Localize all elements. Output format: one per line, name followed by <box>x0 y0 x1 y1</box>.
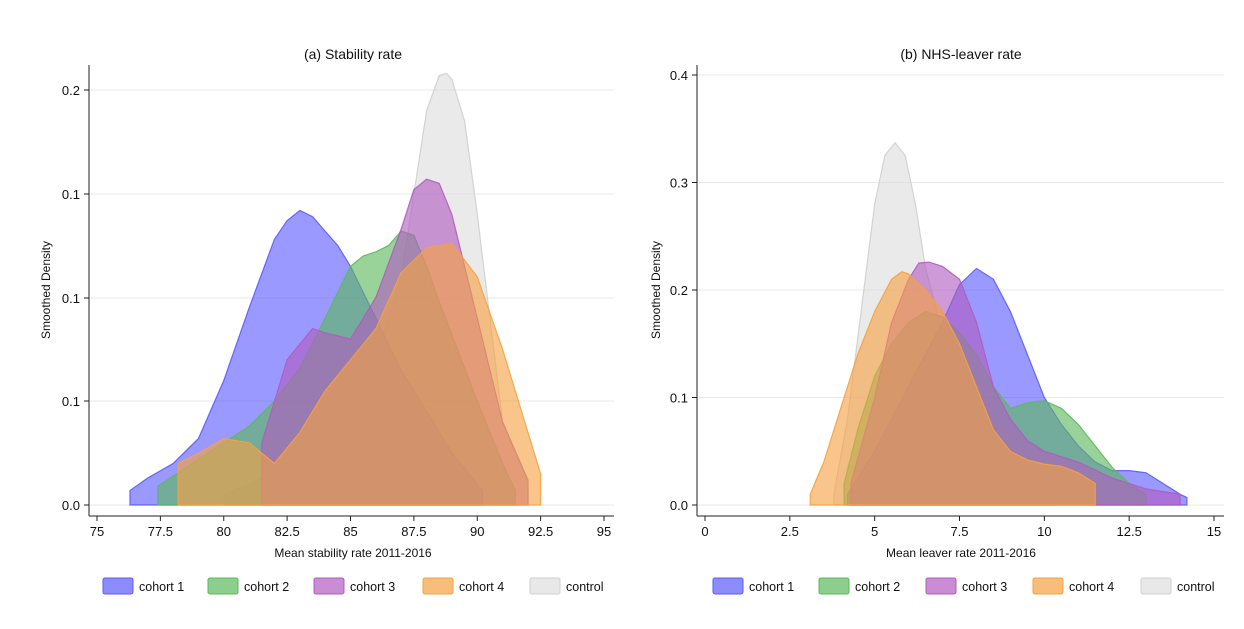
x-tick-label-stability-4: 85 <box>343 524 357 539</box>
legend-label-nhs-leaver-cohort-2: cohort 2 <box>855 580 900 594</box>
y-tick-label-stability-0: 0.0 <box>62 498 80 513</box>
panel-stability: (a) Stability rate Mean stability rate 2… <box>39 46 614 595</box>
x-tick-label-stability-0: 75 <box>90 524 104 539</box>
panel-title-nhs-leaver: (b) NHS-leaver rate <box>900 46 1022 62</box>
area-stability-cohort-4 <box>177 242 542 506</box>
y-tick-label-nhs-leaver-1: 0.1 <box>670 391 688 406</box>
y-tick-label-nhs-leaver-2: 0.2 <box>670 283 688 298</box>
legend-swatch-stability-control <box>529 577 561 595</box>
x-tick-label-nhs-leaver-4: 10 <box>1037 524 1051 539</box>
x-tick-label-nhs-leaver-1: 2.5 <box>781 524 799 539</box>
legend-label-nhs-leaver-control: control <box>1177 580 1215 594</box>
legend-label-stability-cohort-1: cohort 1 <box>139 580 184 594</box>
x-tick-label-stability-7: 92.5 <box>528 524 553 539</box>
y-tick-label-nhs-leaver-3: 0.3 <box>670 176 688 191</box>
x-axis-label-nhs-leaver: Mean leaver rate 2011-2016 <box>886 546 1036 560</box>
legend-stability: cohort 1 cohort 2 cohort 3 cohort 4 control <box>102 577 604 595</box>
x-tick-label-stability-2: 80 <box>217 524 231 539</box>
x-tick-label-stability-1: 77.5 <box>148 524 173 539</box>
legend-label-stability-cohort-3: cohort 3 <box>350 580 395 594</box>
legend-label-stability-cohort-2: cohort 2 <box>244 580 289 594</box>
y-tick-label-stability-3: 0.1 <box>62 187 80 202</box>
legend-swatch-stability-cohort-1 <box>102 577 134 595</box>
area-nhs-leaver-cohort-4 <box>809 271 1096 506</box>
y-tick-label-stability-4: 0.2 <box>62 83 80 98</box>
y-axis-label-stability: Smoothed Density <box>39 241 53 339</box>
panel-nhs-leaver: (b) NHS-leaver rate Mean leaver rate 201… <box>649 46 1224 595</box>
legend-swatch-nhs-leaver-cohort-4 <box>1032 577 1064 595</box>
legend-swatch-nhs-leaver-cohort-1 <box>712 577 744 595</box>
x-tick-label-stability-5: 87.5 <box>401 524 426 539</box>
legend-swatch-nhs-leaver-cohort-3 <box>925 577 957 595</box>
axes-nhs-leaver: 0 2.5 5 7.5 10 12.5 15 0.0 0.1 0.2 0.3 0.4 <box>670 65 1224 539</box>
density-areas-nhs-leaver <box>809 141 1188 506</box>
x-tick-label-nhs-leaver-2: 5 <box>871 524 878 539</box>
legend-label-nhs-leaver-cohort-3: cohort 3 <box>962 580 1007 594</box>
x-axis-label-stability: Mean stability rate 2011-2016 <box>274 546 432 560</box>
axes-stability: 75 77.5 80 82.5 85 87.5 90 92.5 95 0.0 0.1 0.1 0.1 0.… <box>62 65 614 539</box>
legend-swatch-stability-cohort-2 <box>207 577 239 595</box>
legend-label-nhs-leaver-cohort-4: cohort 4 <box>1069 580 1114 594</box>
y-tick-label-nhs-leaver-4: 0.4 <box>670 68 688 83</box>
x-tick-label-stability-8: 95 <box>597 524 611 539</box>
x-tick-label-nhs-leaver-5: 12.5 <box>1117 524 1142 539</box>
y-tick-label-stability-2: 0.1 <box>62 291 80 306</box>
legend-label-nhs-leaver-cohort-1: cohort 1 <box>749 580 794 594</box>
y-axis-label-nhs-leaver: Smoothed Density <box>649 241 663 339</box>
legend-swatch-stability-cohort-4 <box>422 577 454 595</box>
density-areas-stability <box>129 72 542 506</box>
legend-swatch-nhs-leaver-control <box>1140 577 1172 595</box>
legend-nhs-leaver: cohort 1 cohort 2 cohort 3 cohort 4 control <box>712 577 1215 595</box>
x-tick-label-nhs-leaver-6: 15 <box>1207 524 1221 539</box>
x-tick-label-nhs-leaver-3: 7.5 <box>950 524 968 539</box>
panel-title-stability: (a) Stability rate <box>304 46 402 62</box>
legend-label-stability-control: control <box>566 580 604 594</box>
x-tick-label-stability-3: 82.5 <box>274 524 299 539</box>
legend-swatch-stability-cohort-3 <box>313 577 345 595</box>
x-tick-label-nhs-leaver-0: 0 <box>701 524 708 539</box>
legend-label-stability-cohort-4: cohort 4 <box>459 580 504 594</box>
y-tick-label-stability-1: 0.1 <box>62 394 80 409</box>
x-tick-label-stability-6: 90 <box>470 524 484 539</box>
legend-swatch-nhs-leaver-cohort-2 <box>818 577 850 595</box>
y-tick-label-nhs-leaver-0: 0.0 <box>670 498 688 513</box>
